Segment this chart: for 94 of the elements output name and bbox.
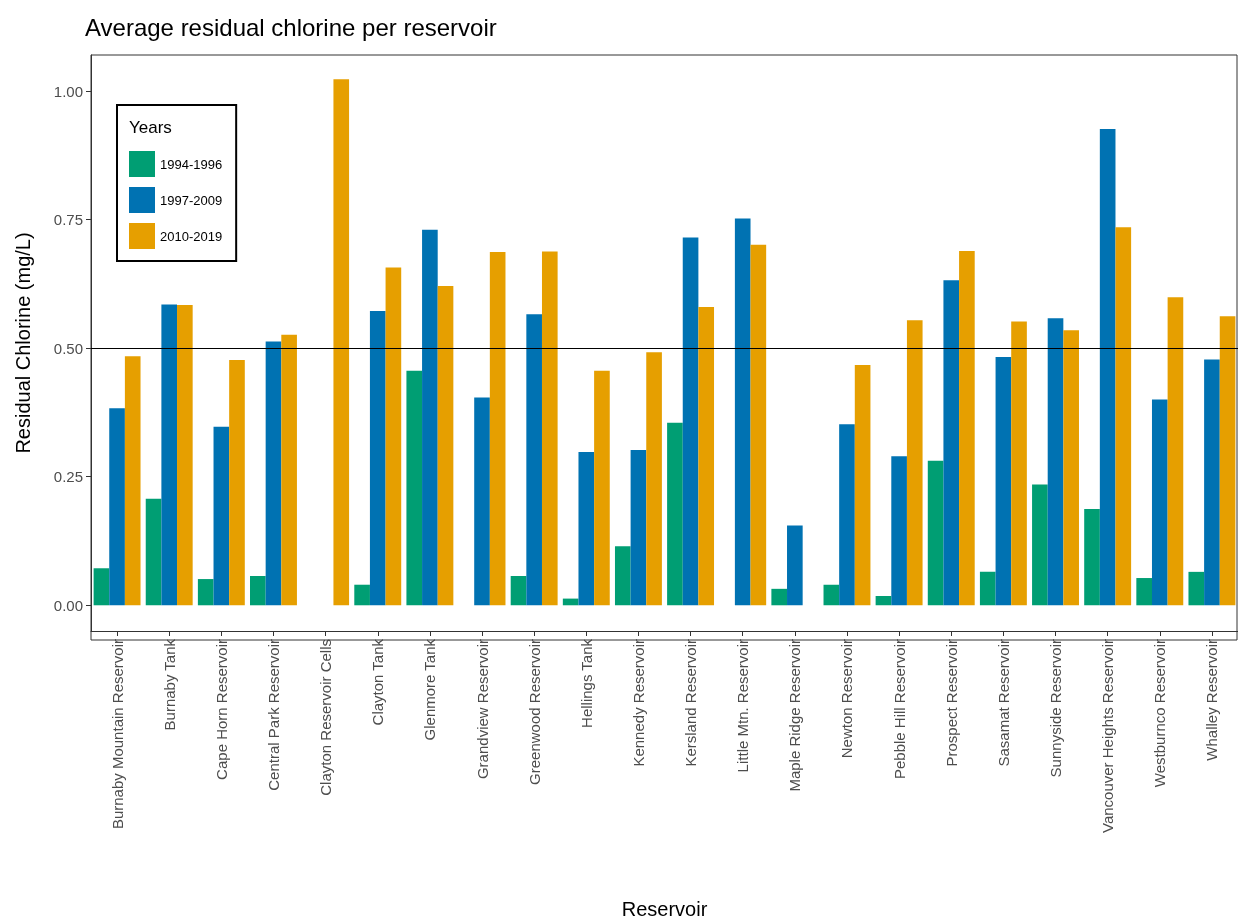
legend-label: 1994-1996 <box>160 156 223 172</box>
bar <box>197 579 214 606</box>
bar <box>787 525 803 606</box>
bar <box>854 365 871 606</box>
bar <box>1204 359 1220 606</box>
bar <box>943 280 960 606</box>
bar <box>959 250 975 606</box>
bar <box>995 356 1012 606</box>
bar <box>1032 484 1048 606</box>
bar <box>630 449 647 606</box>
bar <box>145 498 162 606</box>
bar <box>422 229 438 606</box>
bar <box>369 311 386 606</box>
bar <box>489 251 506 606</box>
x-tick-label: Whalley Reservoir <box>1203 639 1221 761</box>
y-tick-label: 0.25 <box>53 468 83 486</box>
bar <box>698 307 715 606</box>
bar <box>891 456 907 606</box>
x-tick-label: Westburnco Reservoir <box>1151 639 1169 788</box>
x-tick-label: Vancouver Heights Reservoir <box>1099 639 1117 833</box>
chart-title: Average residual chlorine per reservoir <box>85 13 497 41</box>
bar <box>771 588 788 606</box>
y-tick-label: 0.00 <box>53 596 83 614</box>
x-tick-label: Grandview Reservoir <box>473 639 491 780</box>
bar <box>682 237 699 606</box>
x-tick-label: Clayton Reservoir Cells <box>317 639 335 796</box>
x-tick-label: Kennedy Reservoir <box>629 639 647 767</box>
bar <box>333 79 350 606</box>
bar <box>229 359 245 606</box>
x-tick-label: Burnaby Mountain Reservoir <box>108 639 126 830</box>
x-tick-label: Greenwood Reservoir <box>525 639 543 785</box>
bar <box>1099 129 1116 606</box>
x-tick-label: Cape Horn Reservoir <box>212 639 230 780</box>
x-tick-label: Glenmore Tank <box>421 638 439 741</box>
x-tick-label: Prospect Reservoir <box>942 639 960 767</box>
bar <box>213 426 230 606</box>
legend-label: 2010-2019 <box>160 228 223 244</box>
bar <box>437 285 454 606</box>
bar <box>510 575 527 606</box>
x-tick-label: Hellings Tank <box>577 638 595 728</box>
x-tick-label: Central Park Reservoir <box>264 639 282 791</box>
bar <box>1219 316 1236 606</box>
x-tick-label: Sasamat Reservoir <box>994 639 1012 767</box>
bar <box>406 370 423 606</box>
x-tick-label: Pebble Hill Reservoir <box>890 639 908 780</box>
bar <box>526 314 542 606</box>
bar <box>281 334 297 606</box>
bar <box>667 422 683 606</box>
bar <box>875 596 892 606</box>
bar <box>578 452 595 606</box>
x-tick-label: Clayton Tank <box>369 638 387 726</box>
x-tick-label: Sunnyside Reservoir <box>1047 639 1065 778</box>
bar <box>541 251 558 606</box>
bar <box>1115 227 1132 606</box>
bar <box>1047 318 1064 606</box>
bar <box>1136 578 1152 606</box>
bar <box>906 320 923 606</box>
bar <box>1151 399 1168 606</box>
bar <box>1188 571 1205 606</box>
y-tick-label: 0.75 <box>53 211 83 229</box>
x-tick-label: Burnaby Tank <box>160 638 178 731</box>
bar <box>93 568 110 606</box>
bar <box>1063 330 1079 606</box>
bar <box>124 356 141 606</box>
bar <box>750 244 767 606</box>
bar <box>474 397 490 606</box>
bar <box>109 408 125 606</box>
y-tick-label: 0.50 <box>53 339 83 357</box>
legend-title: Years <box>129 118 172 137</box>
x-tick-label: Newton Reservoir <box>838 639 856 759</box>
bar <box>734 218 751 606</box>
bar <box>1084 509 1100 606</box>
bar <box>354 584 370 606</box>
bar <box>646 352 662 606</box>
x-tick-label: Maple Ridge Reservoir <box>786 639 804 792</box>
y-tick-label: 1.00 <box>53 82 83 100</box>
bar <box>1011 321 1027 606</box>
bar <box>161 304 178 606</box>
y-axis-title: Residual Chlorine (mg/L) <box>12 232 34 454</box>
bar <box>385 267 402 606</box>
bar <box>250 575 266 606</box>
bar <box>927 460 944 606</box>
legend-label: 1997-2009 <box>160 192 223 208</box>
x-tick-label: Kersland Reservoir <box>682 639 700 767</box>
bar <box>265 341 282 606</box>
bar <box>177 304 193 606</box>
bar <box>614 546 631 606</box>
x-tick-label: Little Mtn. Reservoir <box>734 639 752 773</box>
bar <box>594 370 610 606</box>
bar <box>979 571 996 606</box>
bar <box>839 424 855 606</box>
bar <box>1167 297 1184 606</box>
bar <box>823 584 840 606</box>
x-axis-title: Reservoir <box>621 898 708 920</box>
